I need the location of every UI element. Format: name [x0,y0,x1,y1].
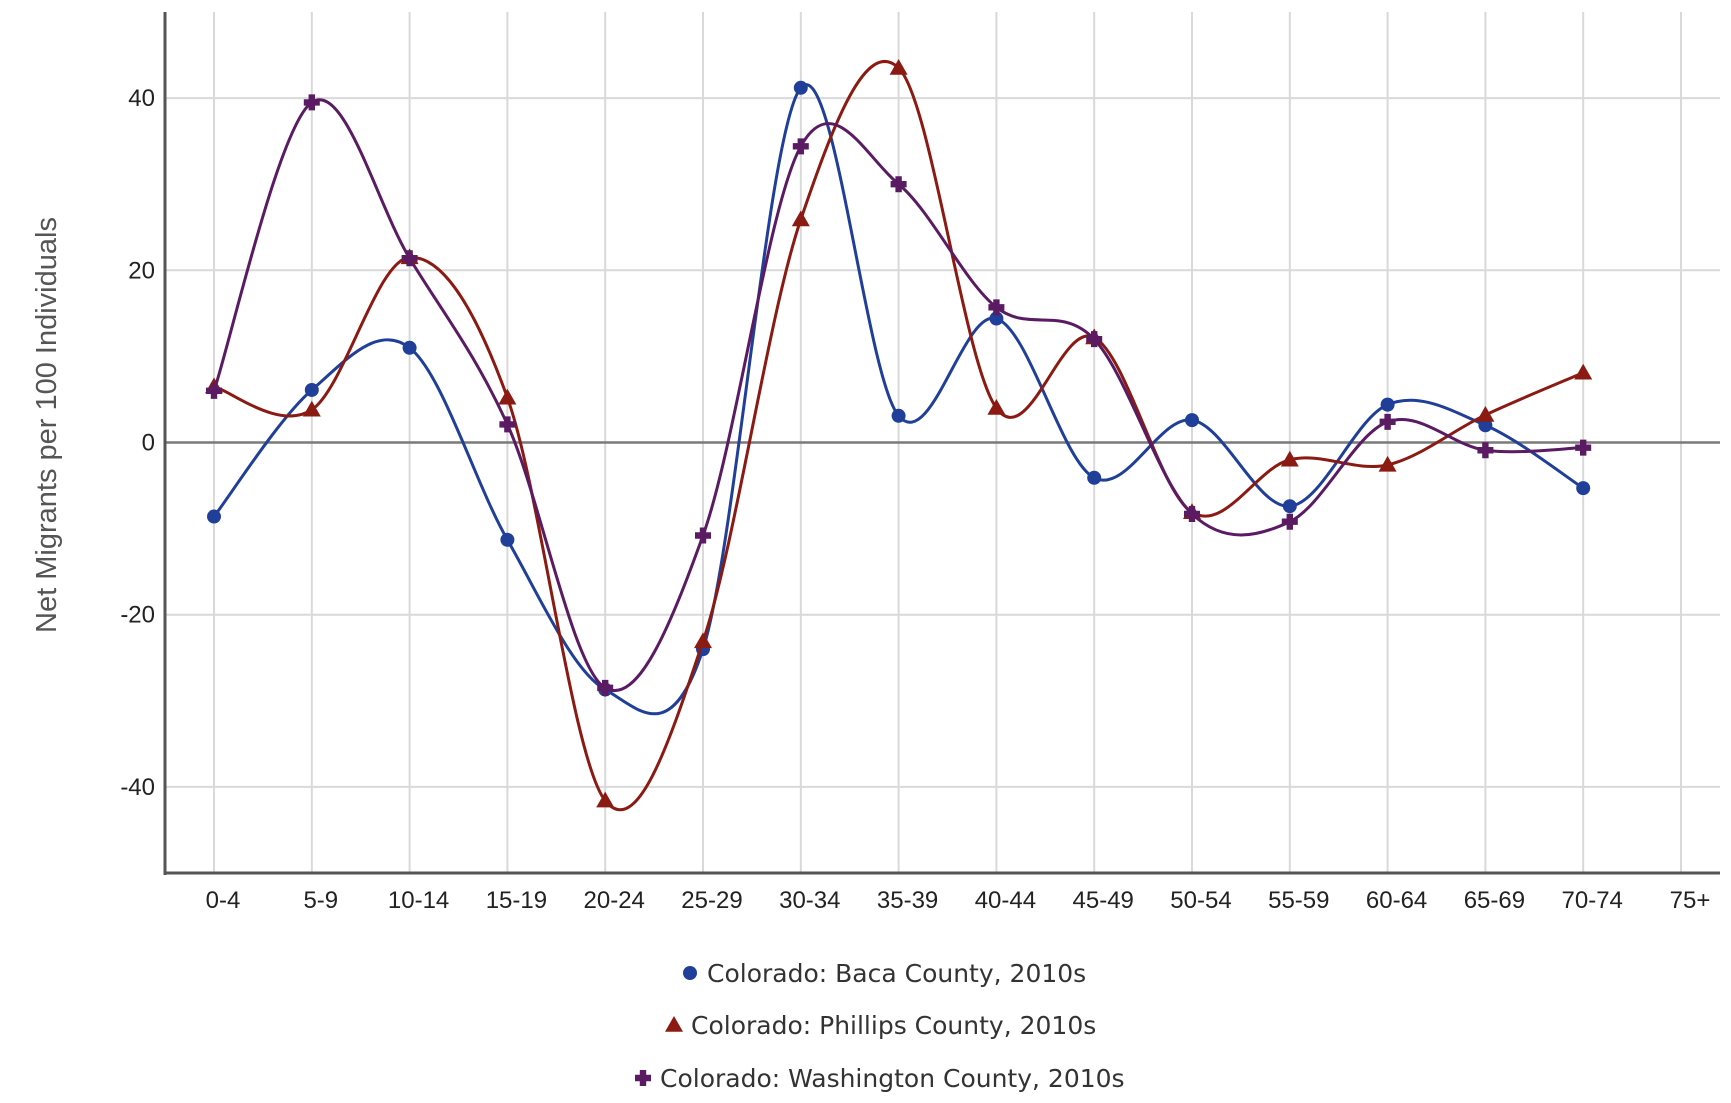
data-point[interactable] [1478,418,1493,433]
data-point[interactable] [1380,397,1395,412]
data-point[interactable] [597,679,614,696]
x-tick-label: 15-19 [486,887,547,914]
x-tick-label: 45-49 [1073,887,1134,914]
series-1 [207,80,1591,716]
data-point[interactable] [1087,470,1102,485]
data-point[interactable] [207,509,221,524]
data-point[interactable] [499,416,516,433]
x-tick-label: 5-9 [303,887,338,914]
data-point[interactable] [302,400,321,417]
data-point[interactable] [791,210,810,227]
x-axis-ticks: 0-4 5-9 10-14 15-19 20-24 25-29 30-34 35-39 40-4… [206,887,1711,914]
data-point[interactable] [989,311,1004,326]
data-point[interactable] [304,382,319,397]
y-axis-title: Net Migrants per 100 Individuals [31,217,63,633]
legend-marker[interactable] [635,1070,651,1086]
y-tick-label: 20 [128,257,155,284]
legend-marker[interactable] [665,1016,683,1032]
y-tick-label: -20 [120,602,155,629]
series-line [212,83,1585,716]
data-point[interactable] [596,791,615,808]
y-tick-label: 40 [128,85,155,112]
data-point[interactable] [1575,439,1592,456]
x-tick-label: 75+ [1670,887,1711,914]
legend-item-1[interactable]: Colorado: Baca County, 2010s [683,959,1086,988]
data-point[interactable] [402,340,417,355]
y-tick-label: 0 [142,430,155,457]
x-tick-label: 55-59 [1268,887,1329,914]
legend-label: Colorado: Phillips County, 2010s [691,1011,1096,1040]
x-tick-label: 0-4 [206,887,241,914]
series-3 [206,94,1592,696]
data-point[interactable] [500,532,515,547]
y-axis-ticks: -40 -20 0 20 40 [120,85,155,801]
data-point[interactable] [1576,481,1591,496]
data-point[interactable] [988,299,1005,316]
x-tick-label: 50-54 [1170,887,1231,914]
legend[interactable]: Colorado: Baca County, 2010s Colorado: Ph… [635,959,1125,1093]
data-point[interactable] [1574,363,1593,380]
data-point[interactable] [1282,499,1297,514]
x-tick-label: 40-44 [975,887,1036,914]
data-point[interactable] [890,176,907,193]
data-point[interactable] [891,408,906,423]
data-point[interactable] [303,94,320,111]
data-point[interactable] [1184,505,1200,522]
x-tick-label: 20-24 [584,887,645,914]
x-tick-label: 70-74 [1562,887,1623,914]
data-point[interactable] [695,527,711,544]
data-point[interactable] [498,388,517,405]
legend-item-3[interactable]: Colorado: Washington County, 2010s [635,1064,1125,1093]
data-point[interactable] [1185,413,1199,428]
data-point[interactable] [694,632,712,649]
x-tick-label: 65-69 [1464,887,1525,914]
data-point[interactable] [1379,413,1396,430]
data-point[interactable] [1086,331,1103,348]
data-point[interactable] [206,382,222,399]
data-point[interactable] [792,138,809,155]
data-point[interactable] [1280,450,1299,467]
legend-marker[interactable] [683,966,697,980]
x-tick-label: 60-64 [1366,887,1427,914]
x-tick-label: 25-29 [681,887,742,914]
x-tick-label: 30-34 [779,887,840,914]
series [205,58,1593,812]
data-point[interactable] [1477,442,1494,459]
data-point[interactable] [889,58,908,75]
data-point[interactable] [1378,455,1397,472]
data-point[interactable] [987,399,1006,415]
data-point[interactable] [1281,513,1298,530]
legend-label: Colorado: Washington County, 2010s [660,1064,1125,1093]
data-point[interactable] [401,250,418,267]
y-tick-label: -40 [120,774,155,801]
legend-label: Colorado: Baca County, 2010s [707,959,1086,988]
x-tick-label: 10-14 [388,887,449,914]
x-tick-label: 35-39 [877,887,938,914]
data-point[interactable] [1476,405,1495,422]
legend-item-2[interactable]: Colorado: Phillips County, 2010s [665,1011,1096,1040]
data-point[interactable] [793,80,808,95]
